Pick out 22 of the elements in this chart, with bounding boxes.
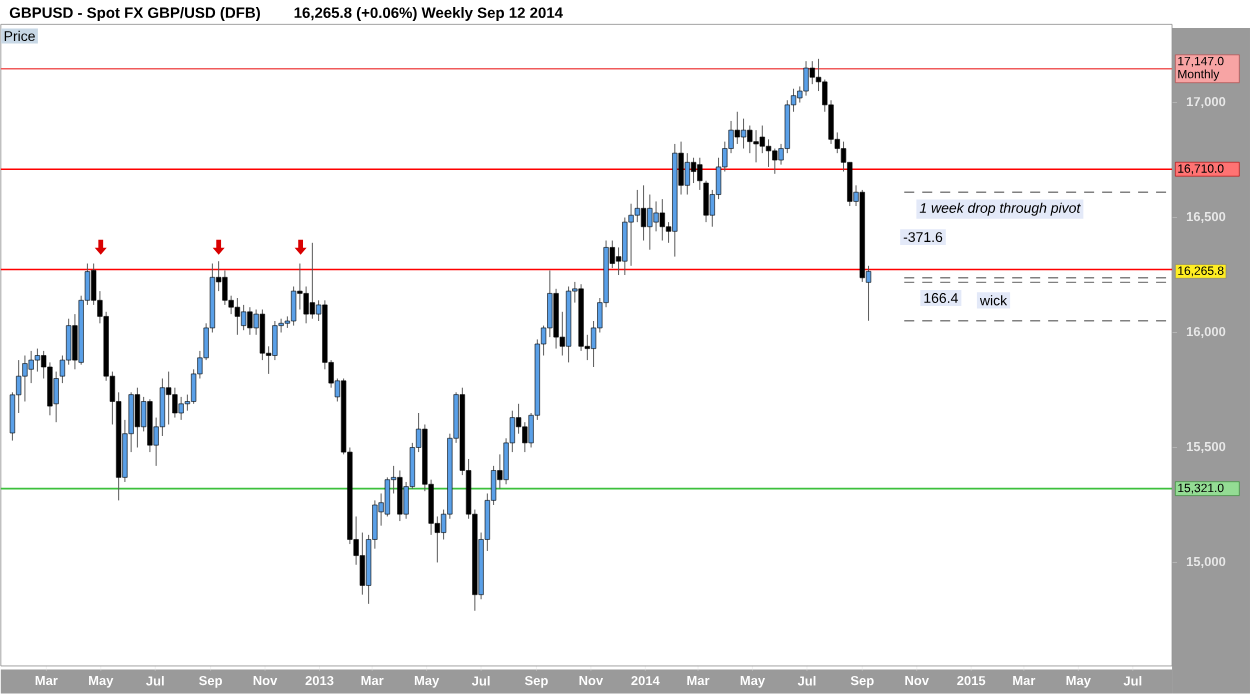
candlestick bbox=[166, 370, 172, 425]
candlestick bbox=[397, 469, 403, 522]
candlestick bbox=[803, 60, 809, 96]
candlestick bbox=[178, 396, 184, 421]
candlestick bbox=[659, 198, 665, 241]
candlestick bbox=[653, 200, 659, 232]
candlestick bbox=[640, 184, 647, 241]
candlestick bbox=[234, 297, 241, 336]
candlestick bbox=[309, 242, 315, 319]
candlestick bbox=[134, 386, 141, 448]
candlestick bbox=[747, 124, 753, 154]
candlestick bbox=[647, 193, 653, 250]
candlestick bbox=[690, 157, 697, 184]
candlestick bbox=[740, 117, 747, 149]
candlestick bbox=[753, 129, 759, 163]
candlestick bbox=[734, 111, 740, 145]
candlestick bbox=[684, 152, 690, 195]
candlestick bbox=[241, 304, 247, 331]
candlestick bbox=[809, 60, 815, 85]
candlestick bbox=[247, 306, 253, 336]
candlestick bbox=[772, 147, 778, 175]
candlestick bbox=[222, 269, 228, 306]
